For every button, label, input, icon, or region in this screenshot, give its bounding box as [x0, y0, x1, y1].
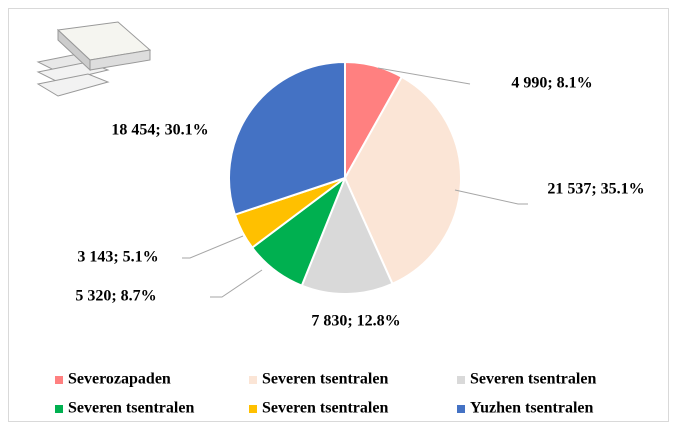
leader-line — [210, 269, 263, 298]
data-label: 18 454; 30.1% — [111, 122, 208, 139]
pie-slice — [300, 175, 394, 295]
legend-label: Severen tsentralen — [262, 371, 388, 388]
data-label: 4 990; 8.1% — [511, 75, 592, 92]
leader-line — [377, 67, 471, 85]
data-label: 3 143; 5.1% — [77, 249, 158, 266]
data-label: 7 830; 12.8% — [311, 313, 400, 330]
data-label: 5 320; 8.7% — [75, 288, 156, 305]
leader-line — [182, 235, 244, 259]
legend-label: Yuzhen tsentralen — [470, 400, 594, 417]
pie-slice — [228, 60, 346, 216]
legend-label: Severozapaden — [68, 371, 171, 388]
legend-marker — [457, 405, 465, 413]
legend-marker — [249, 405, 257, 413]
legend-label: Severen tsentralen — [262, 400, 388, 417]
legend-marker — [55, 376, 63, 384]
legend-marker — [55, 405, 63, 413]
legend-marker — [457, 376, 465, 384]
legend-marker — [249, 376, 257, 384]
legend-label: Severen tsentralen — [470, 371, 596, 388]
paper-icon — [36, 21, 152, 97]
data-label: 21 537; 35.1% — [547, 181, 644, 198]
pie-slice — [343, 75, 462, 286]
legend-label: Severen tsentralen — [68, 400, 194, 417]
leader-line — [454, 189, 528, 205]
